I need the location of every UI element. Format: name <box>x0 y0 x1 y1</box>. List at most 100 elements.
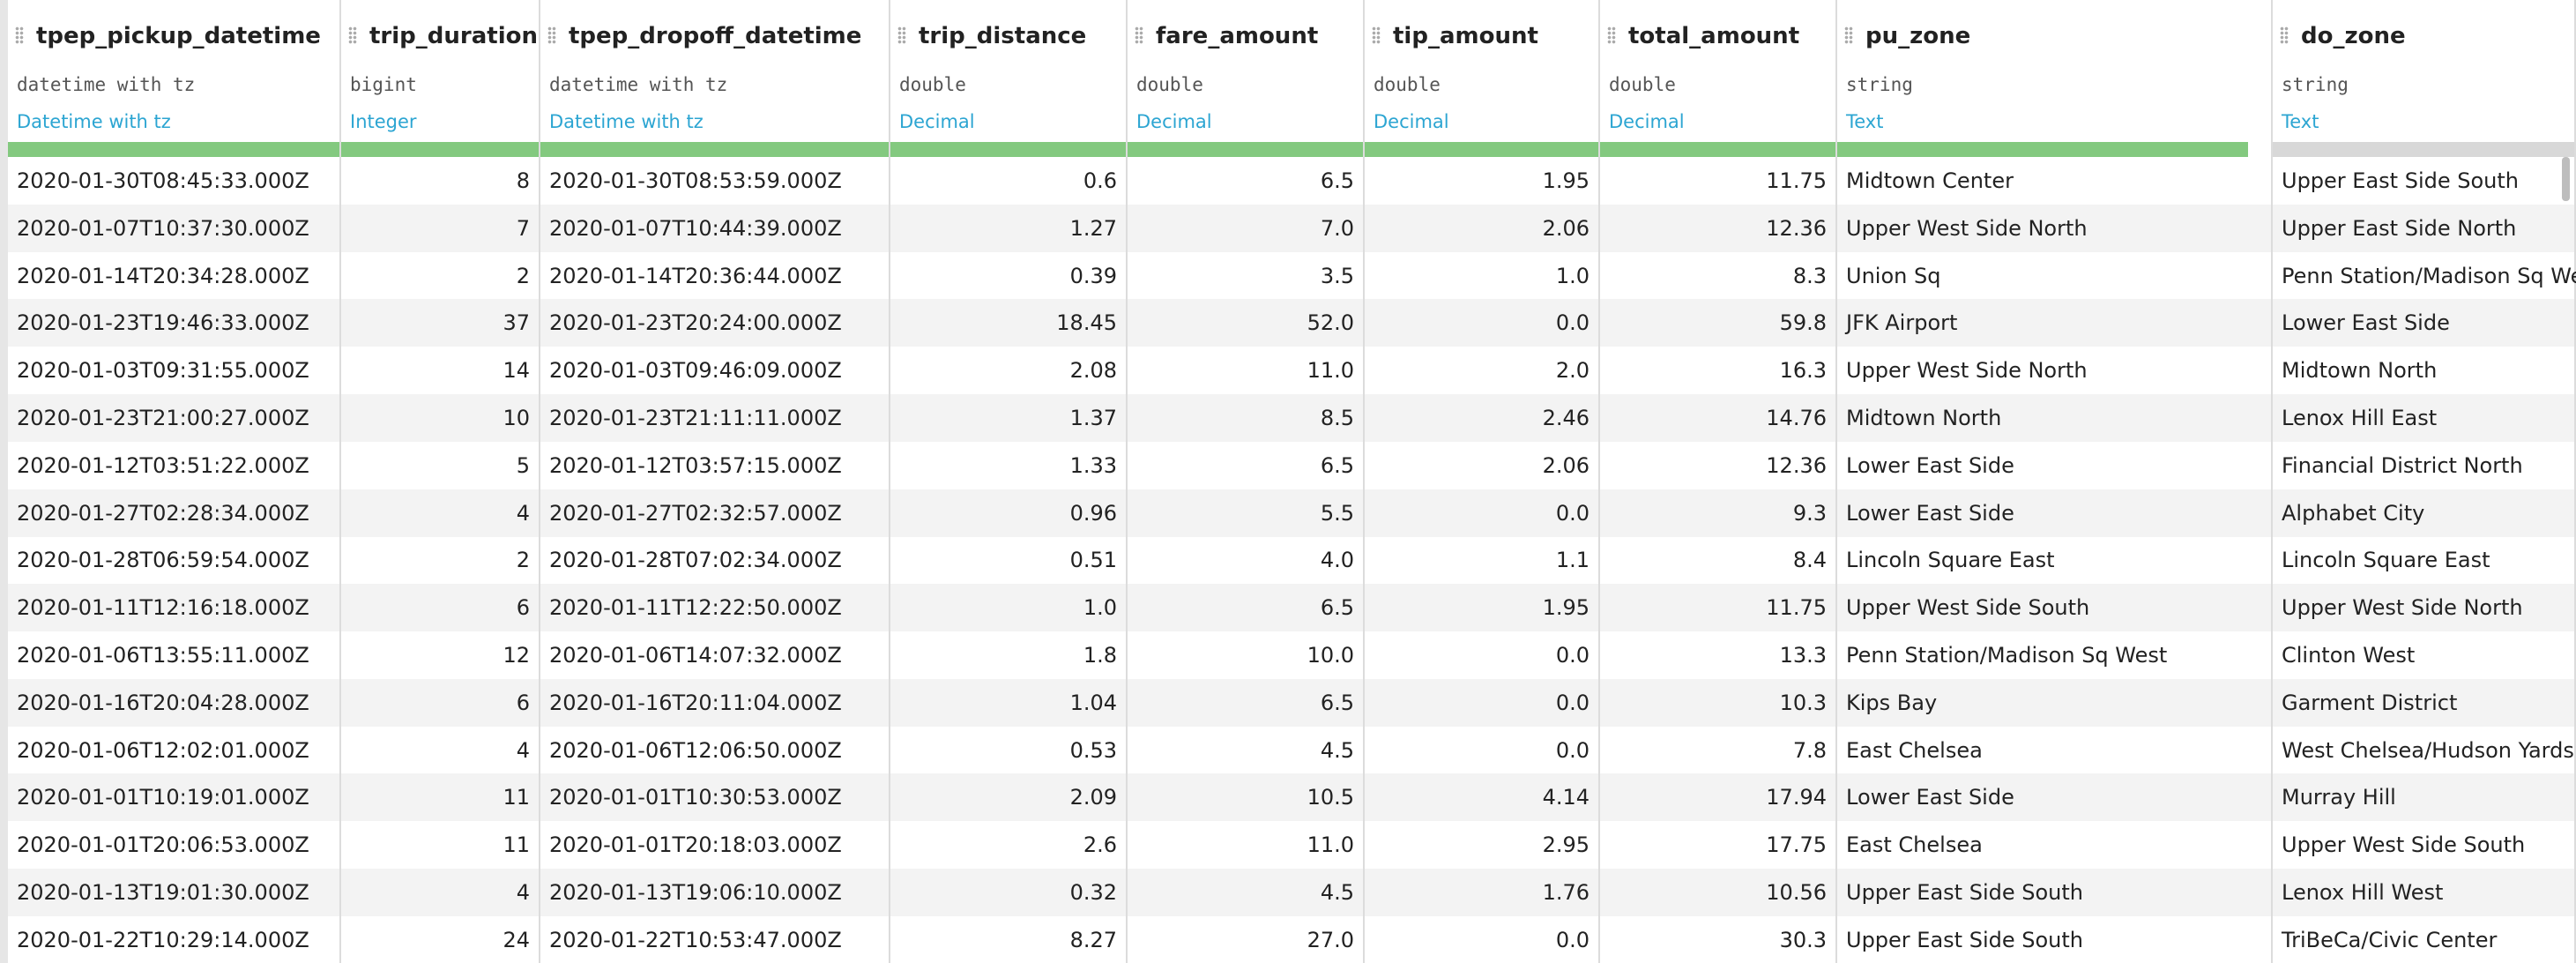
drag-handle[interactable] <box>897 26 906 44</box>
drag-handle[interactable] <box>547 26 556 44</box>
cell[interactable]: 12 <box>503 643 530 668</box>
column-name[interactable]: tpep_pickup_datetime <box>36 23 321 49</box>
cell[interactable]: Upper East Side South <box>2282 168 2519 193</box>
cell[interactable]: Murray Hill <box>2282 785 2396 810</box>
cell[interactable]: 2020-01-11T12:16:18.000Z <box>17 595 309 621</box>
cell[interactable]: 4 <box>516 500 530 526</box>
cell[interactable]: 1.04 <box>1069 690 1117 715</box>
cell[interactable]: 2020-01-07T10:37:30.000Z <box>17 215 309 241</box>
cell[interactable]: Upper East Side South <box>1846 880 2083 905</box>
cell[interactable]: 11.0 <box>1307 358 1354 384</box>
cell[interactable]: 8.27 <box>1069 927 1117 952</box>
cell[interactable]: Upper West Side North <box>1846 215 2088 241</box>
cell[interactable]: 2020-01-28T07:02:34.000Z <box>549 548 842 573</box>
cell[interactable]: Lincoln Square East <box>1846 548 2055 573</box>
cell[interactable]: 10.0 <box>1307 643 1354 668</box>
cell[interactable]: 0.53 <box>1069 737 1117 763</box>
cell[interactable]: 2020-01-16T20:04:28.000Z <box>17 690 309 715</box>
cell[interactable]: 2020-01-28T06:59:54.000Z <box>17 548 309 573</box>
cell[interactable]: 2020-01-30T08:45:33.000Z <box>17 168 309 193</box>
cell[interactable]: Lincoln Square East <box>2282 548 2490 573</box>
cell[interactable]: 8.4 <box>1792 548 1827 573</box>
cell[interactable]: 11 <box>503 785 530 810</box>
cell[interactable]: 0.0 <box>1555 737 1590 763</box>
cell[interactable]: 2020-01-03T09:31:55.000Z <box>17 358 309 384</box>
column-name[interactable]: fare_amount <box>1156 23 1319 49</box>
cell[interactable]: 12.36 <box>1766 452 1827 478</box>
drag-handle[interactable] <box>348 26 357 44</box>
cell[interactable]: 11.0 <box>1307 832 1354 858</box>
cell[interactable]: 2 <box>516 263 530 288</box>
cell[interactable]: 13.3 <box>1779 643 1827 668</box>
cell[interactable]: Upper West Side North <box>1846 358 2088 384</box>
cell[interactable]: 4.5 <box>1320 737 1354 763</box>
cell[interactable]: 2020-01-06T12:02:01.000Z <box>17 737 309 763</box>
cell[interactable]: 2020-01-01T20:18:03.000Z <box>549 832 842 858</box>
cell[interactable]: 0.39 <box>1069 263 1117 288</box>
cell[interactable]: 2020-01-06T13:55:11.000Z <box>17 643 309 668</box>
column-meaning[interactable]: Decimal <box>899 111 975 132</box>
cell[interactable]: 52.0 <box>1307 310 1354 336</box>
cell[interactable]: Midtown North <box>2282 358 2438 384</box>
column-meaning[interactable]: Decimal <box>1374 111 1449 132</box>
cell[interactable]: 6.5 <box>1320 168 1354 193</box>
cell[interactable]: 0.0 <box>1555 690 1590 715</box>
cell[interactable]: JFK Airport <box>1846 310 1958 336</box>
cell[interactable]: 2020-01-23T21:00:27.000Z <box>17 406 309 430</box>
cell[interactable]: 16.3 <box>1779 358 1827 384</box>
cell[interactable]: 24 <box>503 927 530 952</box>
cell[interactable]: 0.0 <box>1555 310 1590 336</box>
column-meaning[interactable]: Decimal <box>1136 111 1212 132</box>
drag-handle[interactable] <box>1135 26 1143 44</box>
cell[interactable]: 2020-01-12T03:51:22.000Z <box>17 452 309 478</box>
column-meaning[interactable]: Integer <box>350 111 417 132</box>
cell[interactable]: 6.5 <box>1320 690 1354 715</box>
cell[interactable]: 2020-01-11T12:22:50.000Z <box>549 595 842 621</box>
cell[interactable]: 11.75 <box>1766 595 1827 621</box>
column-meaning[interactable]: Decimal <box>1609 111 1685 132</box>
cell[interactable]: Upper West Side South <box>2282 832 2526 858</box>
cell[interactable]: 2020-01-13T19:01:30.000Z <box>17 880 309 905</box>
cell[interactable]: 9.3 <box>1792 500 1827 526</box>
cell[interactable]: 0.6 <box>1083 168 1117 193</box>
cell[interactable]: TriBeCa/Civic Center <box>2282 927 2498 952</box>
cell[interactable]: 10.3 <box>1779 690 1827 715</box>
cell[interactable]: 37 <box>503 310 530 336</box>
cell[interactable]: 2.46 <box>1542 406 1590 430</box>
cell[interactable]: 3.5 <box>1320 263 1354 288</box>
column-name[interactable]: do_zone <box>2301 23 2406 49</box>
cell[interactable]: Kips Bay <box>1846 690 1938 715</box>
cell[interactable]: 2 <box>516 548 530 573</box>
cell[interactable]: 6.5 <box>1320 595 1354 621</box>
cell[interactable]: 2.09 <box>1069 785 1117 810</box>
cell[interactable]: 0.0 <box>1555 927 1590 952</box>
cell[interactable]: Midtown Center <box>1846 168 2014 193</box>
cell[interactable]: Midtown North <box>1846 406 2002 430</box>
cell[interactable]: 8.5 <box>1320 406 1354 430</box>
drag-handle[interactable] <box>2280 26 2289 44</box>
cell[interactable]: 2.06 <box>1542 215 1590 241</box>
cell[interactable]: Union Sq <box>1846 263 1941 288</box>
cell[interactable]: 1.0 <box>1083 595 1117 621</box>
cell[interactable]: 2020-01-06T12:06:50.000Z <box>549 737 842 763</box>
scrollbar[interactable] <box>2562 157 2570 201</box>
cell[interactable]: 2020-01-07T10:44:39.000Z <box>549 215 842 241</box>
cell[interactable]: 12.36 <box>1766 215 1827 241</box>
cell[interactable]: 6.5 <box>1320 452 1354 478</box>
cell[interactable]: 2020-01-23T19:46:33.000Z <box>17 310 309 336</box>
cell[interactable]: Financial District North <box>2282 452 2523 478</box>
cell[interactable]: Alphabet City <box>2282 500 2425 526</box>
cell[interactable]: 2020-01-27T02:32:57.000Z <box>549 500 842 526</box>
cell[interactable]: Clinton West <box>2282 643 2416 668</box>
column-meaning[interactable]: Datetime with tz <box>17 111 171 132</box>
cell[interactable]: 4.0 <box>1320 548 1354 573</box>
cell[interactable]: 1.8 <box>1083 643 1117 668</box>
cell[interactable]: 2020-01-23T20:24:00.000Z <box>549 310 842 336</box>
column-name[interactable]: tip_amount <box>1393 23 1538 49</box>
cell[interactable]: 0.96 <box>1069 500 1117 526</box>
cell[interactable]: 10 <box>503 406 530 430</box>
drag-handle[interactable] <box>1607 26 1616 44</box>
drag-handle[interactable] <box>1844 26 1853 44</box>
cell[interactable]: 2020-01-22T10:29:14.000Z <box>17 927 309 952</box>
cell[interactable]: 1.0 <box>1555 263 1590 288</box>
